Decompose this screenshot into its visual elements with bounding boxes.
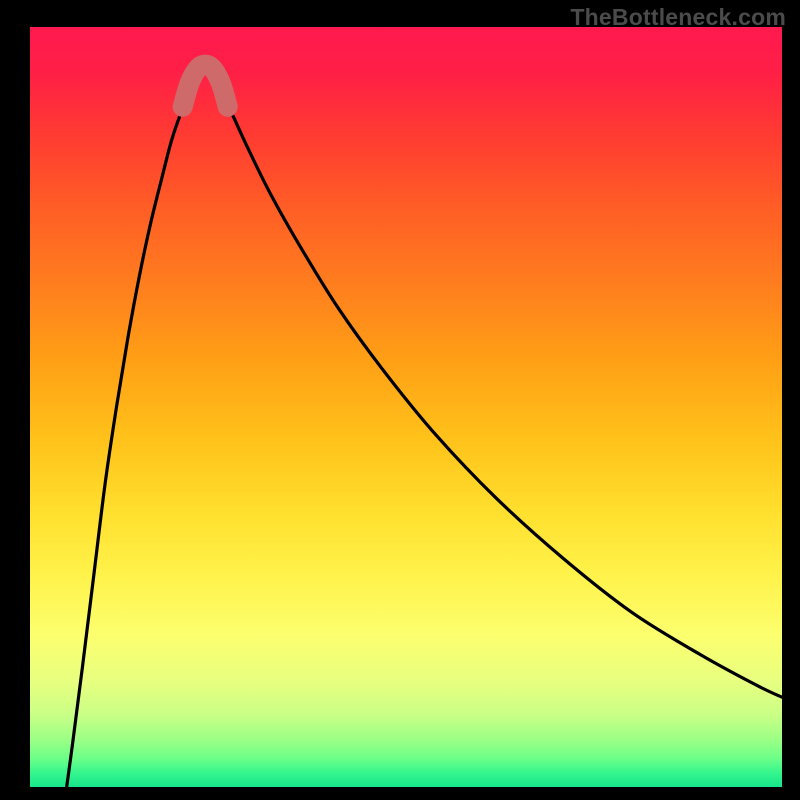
plot-area [30, 27, 782, 787]
curve-valley-marker [183, 65, 228, 107]
watermark-text: TheBottleneck.com [570, 4, 786, 31]
outer-frame: TheBottleneck.com [0, 0, 800, 800]
curve-right-branch [224, 97, 790, 700]
curve-layer [30, 27, 782, 787]
curve-left-branch [65, 97, 188, 800]
